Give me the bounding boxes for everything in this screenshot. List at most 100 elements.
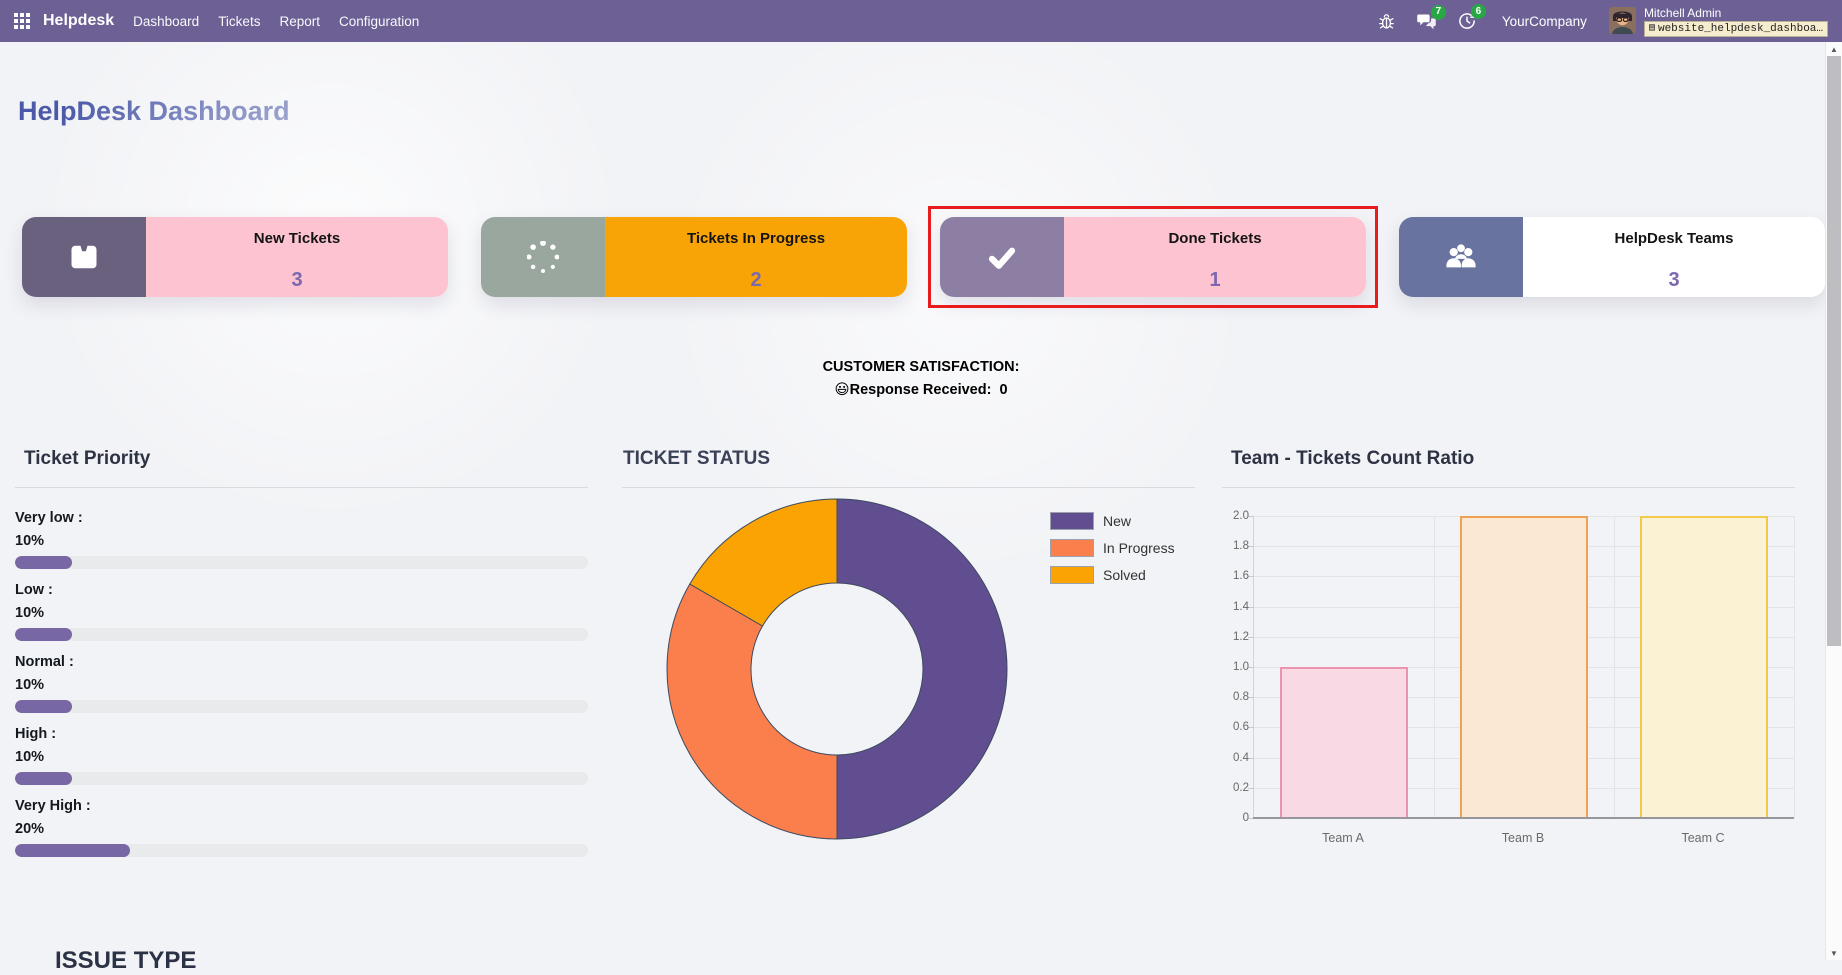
nav-item-dashboard[interactable]: Dashboard [133,13,200,29]
legend-row: New [1050,512,1175,530]
x-category-label: Team C [1681,831,1725,845]
x-category-label: Team B [1501,831,1545,845]
ticket-status-section: TICKET STATUS New In Progress Solved [622,448,1195,870]
y-tick-label: 1.8 [1233,540,1249,553]
y-tick-label: 0.4 [1233,751,1249,764]
bar-team-c [1640,516,1768,818]
messages-icon[interactable]: 7 [1415,4,1446,32]
scrollbar-thumb[interactable] [1827,56,1841,646]
y-tick-mark [1248,667,1254,668]
apps-menu-icon[interactable] [10,9,34,33]
y-tick-label: 1.6 [1233,570,1249,583]
progress-bar-track [15,844,588,857]
y-tick-mark [1248,757,1254,759]
card-label: New Tickets [253,230,341,247]
card-new-tickets[interactable]: New Tickets 3 [22,217,448,297]
ticket-status-title: TICKET STATUS [623,448,771,469]
team-ratio-title: Team - Tickets Count Ratio [1231,448,1475,469]
y-tick-mark [1248,787,1254,789]
nav-item-configuration[interactable]: Configuration [338,13,420,29]
vertical-scrollbar[interactable]: ▲ ▼ [1825,42,1842,960]
priority-percent: 20% [15,821,45,837]
smiley-icon: 😃 [834,382,850,398]
progress-bar-fill [15,628,73,641]
card-count: 3 [1668,269,1680,291]
database-badge: ▤ website_helpdesk_dashboa… [1643,20,1828,37]
customer-satisfaction: CUSTOMER SATISFACTION: 😃Response Receive… [0,359,1842,398]
progress-bar-fill [15,556,73,569]
top-navbar: Helpdesk Dashboard Tickets Report Config… [0,0,1842,42]
satisfaction-title: CUSTOMER SATISFACTION: [822,359,1020,375]
avatar [1608,6,1636,34]
priority-item: Very High : 20% [15,798,588,857]
team-ratio-section: Team - Tickets Count Ratio 0 0.2 0.4 0.6 0.8… [1222,448,1795,870]
user-menu[interactable]: Mitchell Admin ▤ website_helpdesk_dashbo… [1608,6,1828,37]
bar-chart-plot-area: 0 0.2 0.4 0.6 0.8 1.0 1.2 1.4 1.6 1.8 2.0 [1233,510,1795,824]
progress-bar-fill [15,700,73,713]
y-tick-label: 1.4 [1233,600,1249,613]
legend-label: Solved [1103,567,1146,583]
activities-clock-icon[interactable]: 6 [1456,4,1486,32]
clipped-section-heading: ISSUE TYPE [55,947,197,974]
database-icon: ▤ [1648,22,1655,34]
y-tick-label: 1.0 [1233,661,1249,673]
priority-label: High : [15,726,57,742]
response-received-label: Response Received: [849,382,992,398]
x-axis [1253,817,1794,819]
y-tick-mark [1248,576,1254,578]
y-tick-mark [1248,606,1254,608]
card-count: 1 [1209,269,1221,291]
priority-percent: 10% [15,749,45,765]
app-brand[interactable]: Helpdesk [43,12,115,29]
database-name: website_helpdesk_dashboa… [1657,22,1823,35]
messages-count-badge: 7 [1430,4,1446,20]
scroll-down-arrow-icon[interactable]: ▼ [1830,948,1838,958]
y-tick-label: 0 [1242,812,1249,824]
category-gridline [1614,516,1615,818]
ticket-priority-section: Ticket Priority Very low :10% Low :10% Nor… [15,448,588,870]
card-count: 3 [291,269,303,291]
priority-label: Very low : [15,510,83,526]
priority-percent: 10% [15,533,45,549]
scroll-up-arrow-icon[interactable]: ▲ [1830,44,1838,54]
page-title: HelpDesk Dashboard [18,96,290,126]
category-gridline [1434,516,1435,818]
category-gridline [1794,516,1795,818]
nav-item-report[interactable]: Report [279,13,320,29]
card-label: Tickets In Progress [686,230,826,247]
priority-label: Low : [15,582,53,598]
donut-slice-in-progress [666,583,838,840]
card-label: HelpDesk Teams [1614,230,1734,247]
divider [15,487,588,488]
y-tick-mark [1248,818,1254,819]
card-helpdesk-teams[interactable]: HelpDesk Teams 3 [1399,217,1825,297]
company-switcher[interactable]: YourCompany [1501,13,1587,29]
spinner-icon [481,217,605,297]
response-received-value: 0 [999,382,1008,398]
card-tickets-in-progress[interactable]: Tickets In Progress 2 [481,217,907,297]
donut-slice-new [836,498,1008,840]
progress-bar-fill [15,844,130,857]
ticket-status-donut-chart [665,495,1195,843]
nav-item-tickets[interactable]: Tickets [218,13,261,29]
y-tick-label: 0.2 [1233,781,1249,794]
legend-swatch [1050,512,1094,530]
y-tick-mark [1248,636,1254,638]
priority-list: Very low : 10% Low : 10% Normal : 10% High : 10… [15,488,588,857]
progress-bar-fill [15,772,73,785]
progress-bar-track [15,772,588,785]
priority-item: Low : 10% [15,582,588,641]
priority-label: Very High : [15,798,91,814]
debug-bug-icon[interactable] [1376,11,1397,32]
users-icon [1399,217,1523,297]
priority-percent: 10% [15,605,45,621]
y-tick-label: 1.2 [1233,630,1249,643]
donut-legend: New In Progress Solved [1050,512,1175,584]
y-tick-mark [1248,516,1254,517]
priority-item: Very low : 10% [15,510,588,569]
card-done-tickets[interactable]: Done Tickets 1 [940,217,1366,297]
y-tick-mark [1248,697,1254,699]
x-category-label: Team A [1322,831,1364,845]
bar-team-a [1280,667,1408,818]
legend-label: New [1103,513,1132,529]
